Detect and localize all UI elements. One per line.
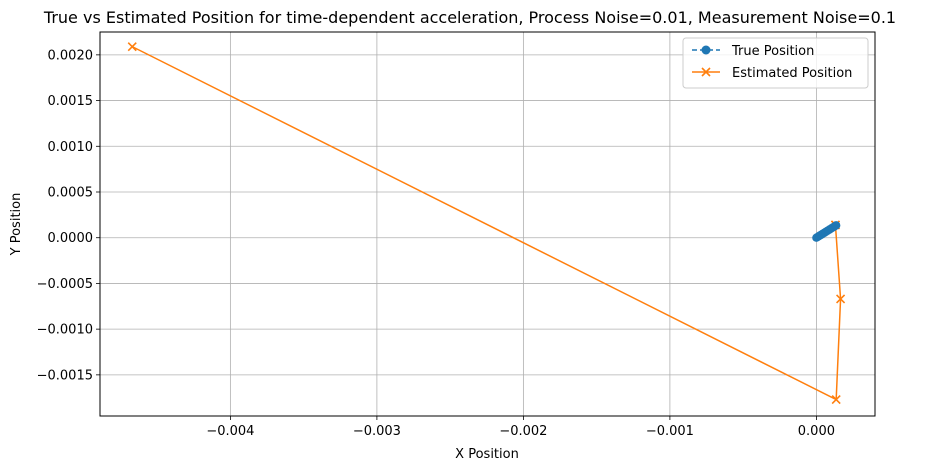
y-tick-label: 0.0015 — [48, 94, 94, 109]
legend-box — [682, 37, 869, 89]
y-axis-label: Y Position — [9, 193, 24, 257]
x-tick-label: 0.000 — [798, 424, 835, 439]
y-tick-label: 0.0020 — [48, 48, 94, 63]
x-tick-label: −0.002 — [499, 424, 547, 439]
true-position-point — [831, 221, 841, 230]
y-tick-label: 0.0000 — [48, 231, 94, 246]
y-tick-label: −0.0005 — [37, 277, 93, 292]
estimated-position-line — [131, 45, 842, 401]
y-tick-label: −0.0010 — [37, 323, 93, 338]
estimated-position-point — [127, 42, 137, 52]
y-tick-label: −0.0015 — [37, 368, 93, 383]
x-tick-label: −0.003 — [353, 424, 401, 439]
legend: True Position Estimated Position — [682, 37, 869, 89]
y-tick-label: 0.0005 — [48, 186, 94, 201]
x-axis-ticks: −0.004 −0.003 −0.002 −0.001 0.000 — [206, 416, 835, 439]
y-axis-ticks: 0.0020 0.0015 0.0010 0.0005 0.0000 −0.0005 −0.… — [37, 48, 100, 383]
legend-true-marker — [701, 45, 711, 55]
plot-series — [127, 42, 846, 405]
grid-lines — [100, 32, 875, 416]
plot-frame — [99, 31, 876, 417]
x-tick-label: −0.001 — [646, 424, 694, 439]
legend-true-label: True Position — [731, 44, 814, 59]
estimated-position-point — [831, 394, 841, 405]
x-tick-label: −0.004 — [206, 424, 254, 439]
estimated-position-point — [836, 294, 846, 304]
y-tick-label: 0.0010 — [48, 140, 94, 155]
legend-est-label: Estimated Position — [732, 66, 852, 81]
legend-est-marker — [701, 67, 711, 77]
chart-title: True vs Estimated Position for time-depe… — [43, 8, 896, 27]
x-axis-label: X Position — [455, 447, 519, 462]
